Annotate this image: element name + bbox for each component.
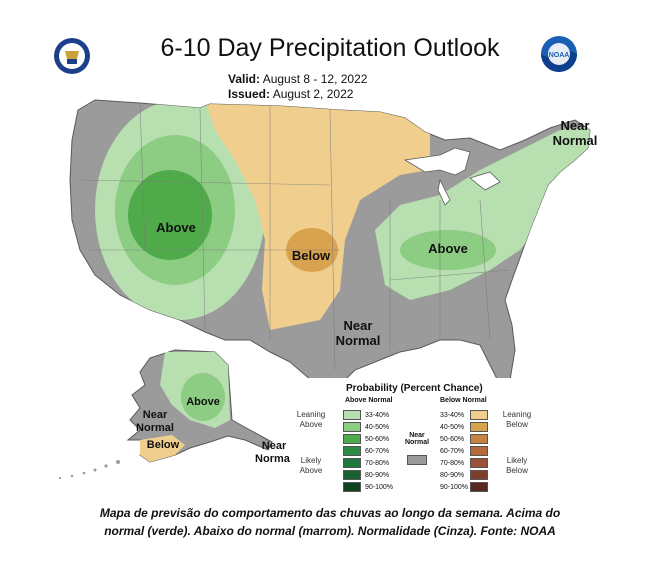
legend-below-scale: 33-40% 40-50% 50-60% 60-70% 70-80% 80-90… <box>440 409 488 493</box>
legend-below-row: 33-40% <box>440 409 488 421</box>
legend-above-row: 60-70% <box>343 445 393 457</box>
west-above-50-60 <box>128 170 212 260</box>
legend-leaning-above: Leaning Above <box>296 410 326 429</box>
label-near-normal-alaska: Near Normal <box>136 409 174 434</box>
issued-date: Issued: August 2, 2022 <box>228 87 354 101</box>
noaa-logo-icon: NOAA <box>541 36 577 72</box>
label-below-plains: Below <box>291 248 331 263</box>
label-near-normal-northeast: Near Normal <box>552 118 598 148</box>
label-above-alaska: Above <box>186 396 220 408</box>
legend-above-scale: 33-40% 40-50% 50-60% 60-70% 70-80% 80-90… <box>343 409 393 493</box>
plains-below-33-40 <box>205 100 430 330</box>
great-lakes <box>403 147 501 206</box>
label-above-west: Above <box>156 220 196 235</box>
doc-seal-icon <box>54 38 90 74</box>
state-borders <box>77 102 511 371</box>
legend-below-row: 70-80% <box>440 457 488 469</box>
legend-above-row: 33-40% <box>343 409 393 421</box>
legend-above-row: 80-90% <box>343 469 393 481</box>
label-below-alaska: Below <box>146 439 180 451</box>
legend-below-row: 60-70% <box>440 445 488 457</box>
alaska-below-33-40 <box>140 435 185 462</box>
label-above-east: Above <box>428 241 468 256</box>
legend-above-row: 90-100% <box>343 481 393 493</box>
caption: Mapa de previsão do comportamento das ch… <box>99 506 561 538</box>
legend-below-row: 40-50% <box>440 421 488 433</box>
legend-below-head: Below Normal <box>440 397 487 404</box>
map-title: 6-10 Day Precipitation Outlook <box>160 34 500 62</box>
legend-title: Probability (Percent Chance) <box>346 383 483 394</box>
precipitation-map <box>58 99 591 480</box>
legend-likely-above: Likely Above <box>299 456 323 475</box>
legend-below-row: 80-90% <box>440 469 488 481</box>
label-near-normal-south: Near Normal <box>335 318 381 348</box>
legend-near-head: Near Normal <box>404 432 430 446</box>
legend-above-row: 70-80% <box>343 457 393 469</box>
label-near-normal-panhandle: Near Normal <box>255 440 293 465</box>
legend-above-head: Above Normal <box>345 397 393 404</box>
east-above-40-50 <box>400 230 496 270</box>
valid-dates: Valid: August 8 - 12, 2022 <box>228 72 368 86</box>
legend-above-row: 50-60% <box>343 433 393 445</box>
legend-above-row: 40-50% <box>343 421 393 433</box>
legend-below-row: 90-100% <box>440 481 488 493</box>
legend-likely-below: Likely Below <box>506 456 528 475</box>
alaska-above-40-50 <box>181 373 225 421</box>
aleutian-islands <box>58 460 120 480</box>
svg-text:NOAA: NOAA <box>549 52 570 59</box>
legend-below-row: 50-60% <box>440 433 488 445</box>
legend-near-swatch <box>407 455 427 465</box>
legend-leaning-below: Leaning Below <box>502 410 532 429</box>
